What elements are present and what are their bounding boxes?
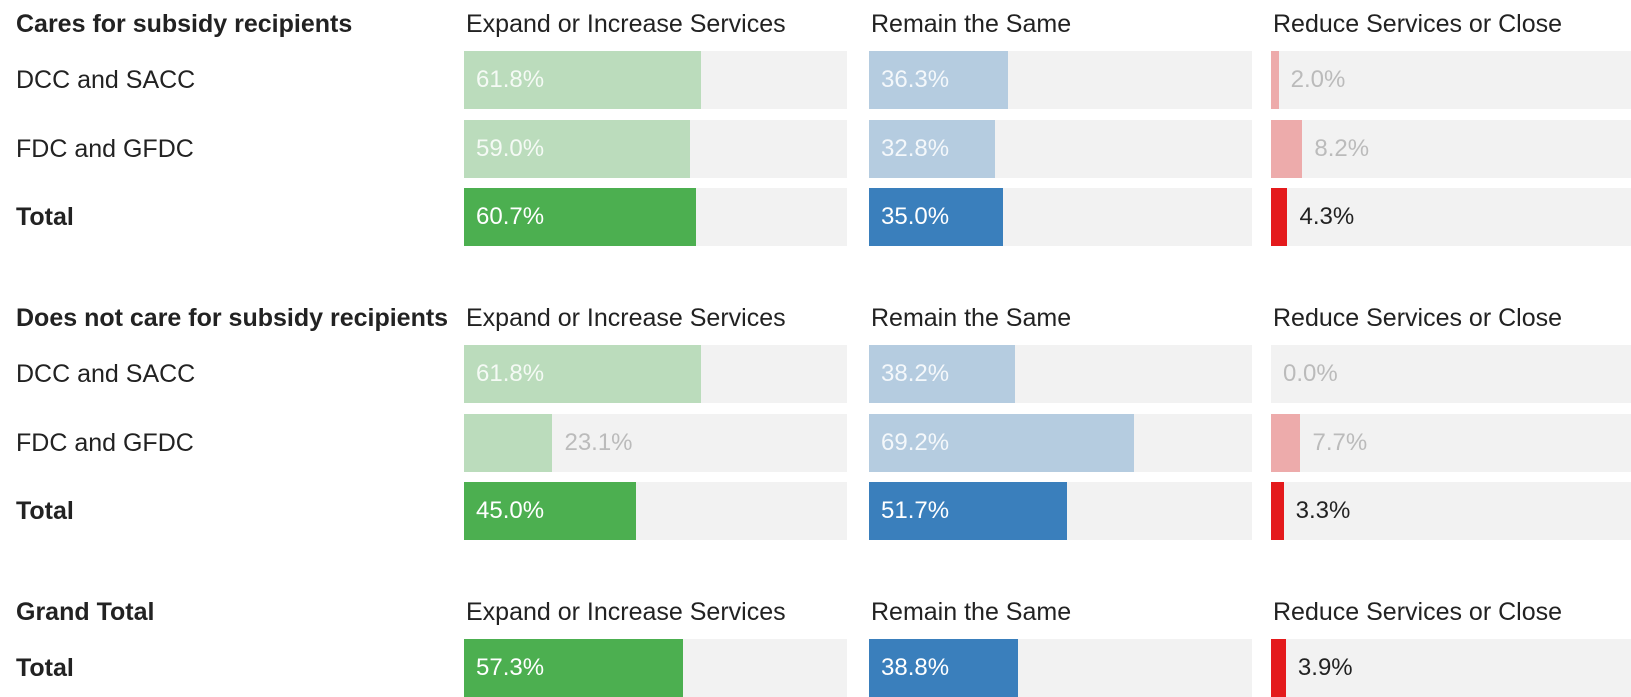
bar [1271,51,1279,109]
value-label: 32.8% [881,134,950,162]
bar-track [1271,639,1631,697]
bar [1271,482,1284,541]
value-label: 61.8% [476,360,545,387]
bar-track [869,119,1252,178]
column-header: Remain the Same [871,598,1072,626]
bar-track [1271,413,1631,472]
bar [869,345,1016,403]
value-label: 45.0% [476,497,545,525]
column-header: Reduce Services or Close [1273,598,1563,626]
value-label: 59.0% [476,134,545,162]
row-label: DCC and SACC [16,66,196,94]
bar-track [1271,51,1631,109]
bar [1271,413,1301,472]
value-label: 51.7% [881,497,950,525]
bar [464,482,637,541]
row-label: FDC and GFDC [16,134,194,163]
value-label: 3.3% [1295,497,1351,525]
bar [464,51,701,109]
value-label: 61.8% [476,66,545,93]
bar [464,413,553,472]
value-label: 35.0% [881,203,950,231]
bar [869,188,1004,247]
bar [869,413,1135,472]
row-label: Total [16,497,74,526]
value-label: 3.9% [1297,654,1353,681]
bar-track [1271,119,1631,178]
bar-track [464,119,847,178]
bar [464,345,701,403]
value-label: 4.3% [1299,203,1355,231]
column-header: Reduce Services or Close [1273,304,1563,332]
row-label: FDC and GFDC [16,428,194,457]
bar-track [1271,188,1631,247]
bar-track [869,51,1252,109]
bar [869,119,995,178]
value-label: 7.7% [1312,428,1368,456]
bar-track [464,413,847,472]
bar-track [464,51,847,109]
group-title: Does not care for subsidy recipients [16,304,449,332]
bar-track [1271,482,1631,541]
bar [869,639,1018,697]
value-label: 8.2% [1314,134,1370,162]
group-title: Grand Total [16,598,155,626]
value-label: 38.8% [881,654,950,681]
column-header: Remain the Same [871,304,1072,332]
bar-track [464,345,847,403]
value-label: 36.3% [881,66,950,93]
value-label: 60.7% [476,203,545,231]
bar [869,482,1067,541]
value-label: 23.1% [564,428,633,456]
bar [869,51,1009,109]
row-label: Total [16,654,74,682]
bar [1271,639,1286,697]
bar-track [1271,345,1631,403]
value-label: 69.2% [881,428,950,456]
column-header: Reduce Services or Close [1273,10,1563,38]
column-header: Expand or Increase Services [466,598,786,626]
bar [464,119,690,178]
value-label: 57.3% [476,654,545,681]
bar-track [869,345,1252,403]
row-label: DCC and SACC [16,360,196,388]
bar [1271,119,1303,178]
bar [1271,188,1288,247]
value-label: 38.2% [881,360,950,387]
group-title: Cares for subsidy recipients [16,10,353,38]
row-label: Total [16,203,74,232]
column-header: Expand or Increase Services [466,304,786,332]
value-label: 2.0% [1290,66,1346,93]
bar [464,188,697,247]
column-header: Expand or Increase Services [466,10,786,38]
bar [464,639,684,697]
value-label: 0.0% [1283,360,1338,387]
column-header: Remain the Same [871,10,1072,38]
bar-track [869,413,1252,472]
